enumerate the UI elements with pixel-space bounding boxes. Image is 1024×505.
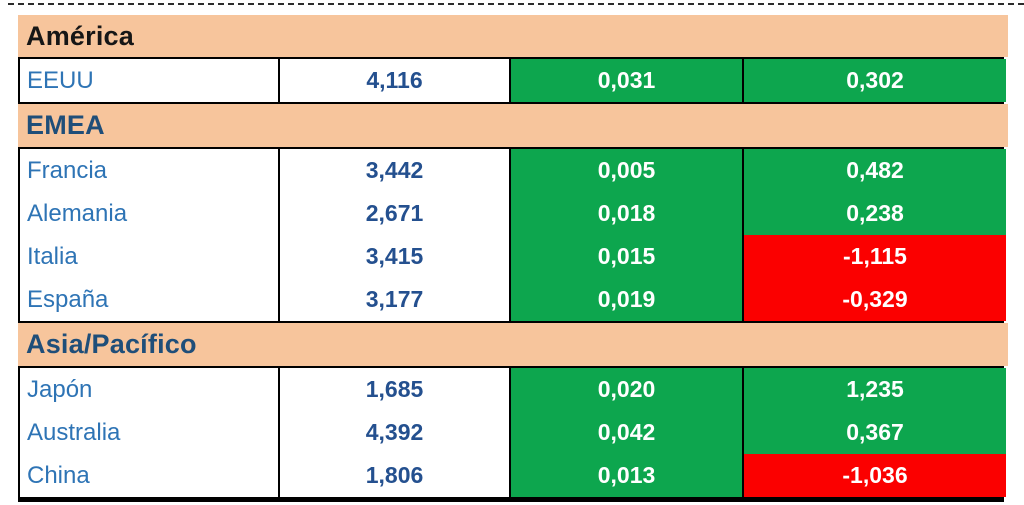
metric1-cell: 0,005 [509,149,742,192]
value-cell: 3,442 [278,149,509,192]
metric1-cell: 0,031 [509,59,742,102]
metric2-cell: -1,115 [742,235,1006,278]
section-header-emea: EMEA [18,104,1008,147]
metric1-cell: 0,020 [509,368,742,411]
table-row-francia: Francia 3,442 0,005 0,482 [20,149,1006,192]
section-header-label: EMEA [26,110,105,140]
value-cell: 1,685 [278,368,509,411]
value-cell: 3,177 [278,278,509,321]
table-row-italia: Italia 3,415 0,015 -1,115 [20,235,1006,278]
value-cell: 4,116 [278,59,509,102]
metric1-cell: 0,015 [509,235,742,278]
metric2-cell: 0,238 [742,192,1006,235]
section-asia-pacifico: Japón 1,685 0,020 1,235 Australia 4,392 … [18,366,1006,502]
value-cell: 4,392 [278,411,509,454]
value-cell: 3,415 [278,235,509,278]
section-emea: Francia 3,442 0,005 0,482 Alemania 2,671… [18,147,1006,323]
metric1-cell: 0,019 [509,278,742,321]
table-row-eeuu: EEUU 4,116 0,031 0,302 [20,59,1006,102]
table-row-japon: Japón 1,685 0,020 1,235 [20,368,1006,411]
regions-financial-table: América EEUU 4,116 0,031 0,302 EMEA Fran… [18,15,1008,502]
country-cell: EEUU [27,66,94,94]
metric1-cell: 0,042 [509,411,742,454]
metric2-cell: 1,235 [742,368,1006,411]
country-cell: Alemania [27,199,128,227]
country-cell: Italia [27,242,78,270]
table-row-china: China 1,806 0,013 -1,036 [20,454,1006,497]
metric1-cell: 0,013 [509,454,742,497]
country-cell: Australia [27,418,121,446]
country-cell: Francia [27,156,108,184]
metric2-cell: -0,329 [742,278,1006,321]
section-header-america: América [18,15,1008,57]
section-header-label: América [26,20,134,51]
section-america: EEUU 4,116 0,031 0,302 [18,57,1006,104]
metric2-cell: -1,036 [742,454,1006,497]
page-break-dashed-line [8,3,1024,5]
section-header-asia-pacifico: Asia/Pacífico [18,323,1008,366]
metric2-cell: 0,482 [742,149,1006,192]
table-row-espana: España 3,177 0,019 -0,329 [20,278,1006,321]
table-row-alemania: Alemania 2,671 0,018 0,238 [20,192,1006,235]
value-cell: 2,671 [278,192,509,235]
metric2-cell: 0,302 [742,59,1006,102]
section-header-label: Asia/Pacífico [26,329,197,359]
country-cell: China [27,461,90,489]
country-cell: Japón [27,375,93,403]
metric2-cell: 0,367 [742,411,1006,454]
country-cell: España [27,285,109,313]
table-row-australia: Australia 4,392 0,042 0,367 [20,411,1006,454]
metric1-cell: 0,018 [509,192,742,235]
value-cell: 1,806 [278,454,509,497]
